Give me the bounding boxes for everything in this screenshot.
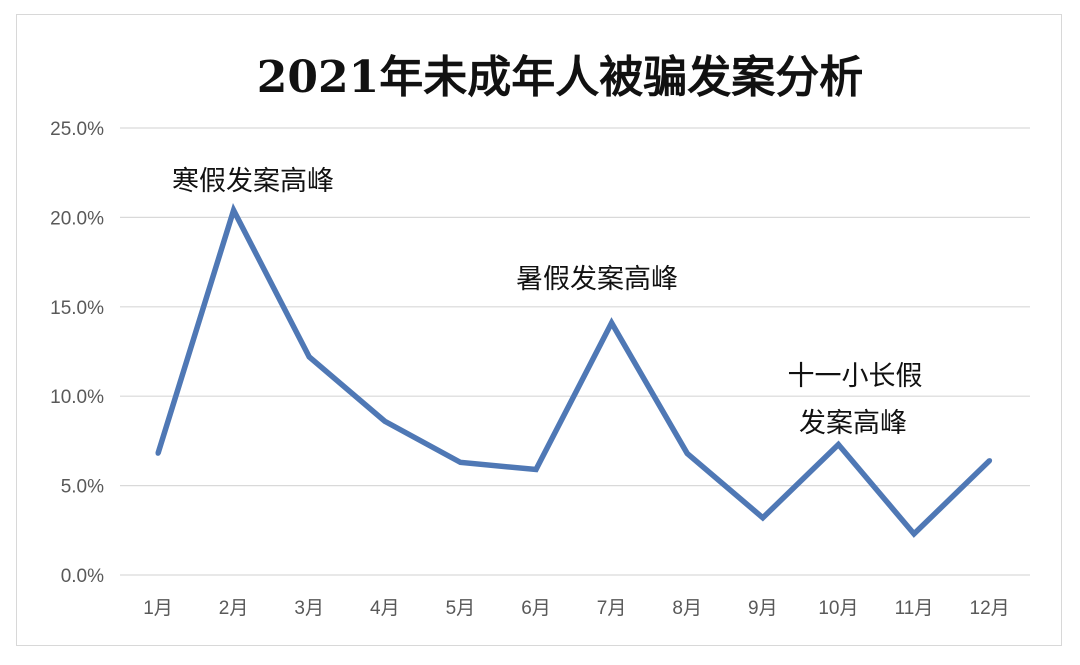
annotation-label: 发案高峰 [799, 408, 907, 439]
chart-frame [16, 14, 1062, 646]
x-tick-label: 12月 [970, 598, 1010, 619]
x-tick-label: 3月 [294, 598, 324, 619]
annotation-label: 暑假发案高峰 [516, 264, 678, 295]
annotation-label: 寒假发案高峰 [172, 166, 334, 197]
x-tick-label: 8月 [672, 598, 702, 619]
x-tick-label: 1月 [143, 598, 173, 619]
x-axis-ticks: 1月 2月 3月 4月 5月 6月 7月 8月 9月 10月 11月 12月 [143, 598, 1009, 619]
data-point [911, 531, 917, 537]
y-tick-label: 5.0% [61, 477, 104, 498]
x-tick-label: 5月 [446, 598, 476, 619]
data-point [155, 450, 161, 456]
x-tick-label: 11月 [895, 598, 934, 619]
x-tick-label: 10月 [818, 598, 858, 619]
y-tick-label: 20.0% [50, 208, 104, 229]
y-tick-label: 15.0% [50, 298, 104, 319]
series-line [155, 203, 993, 538]
x-tick-label: 7月 [597, 598, 627, 619]
data-point [382, 418, 388, 424]
x-tick-label: 9月 [748, 598, 778, 619]
y-axis-ticks: 0.0% 5.0% 10.0% 15.0% 20.0% 25.0% [50, 119, 104, 587]
x-tick-label: 2月 [219, 598, 249, 619]
data-point [231, 207, 237, 213]
data-point [533, 467, 539, 473]
data-point [457, 459, 463, 465]
annotation-label: 十一小长假 [788, 361, 923, 392]
y-tick-label: 0.0% [61, 566, 104, 587]
data-point [306, 354, 312, 360]
chart-title: 2021年未成年人被骗发案分析 [257, 52, 863, 103]
y-tick-label: 25.0% [50, 119, 104, 140]
x-tick-label: 4月 [370, 598, 400, 619]
data-point [609, 320, 615, 326]
data-point [987, 458, 993, 464]
series-line-path [155, 203, 992, 538]
y-tick-label: 10.0% [50, 387, 104, 408]
data-point [684, 450, 690, 456]
x-tick-label: 6月 [521, 598, 551, 619]
gridlines [120, 127, 1030, 576]
data-point [835, 441, 841, 447]
data-point [760, 515, 766, 521]
